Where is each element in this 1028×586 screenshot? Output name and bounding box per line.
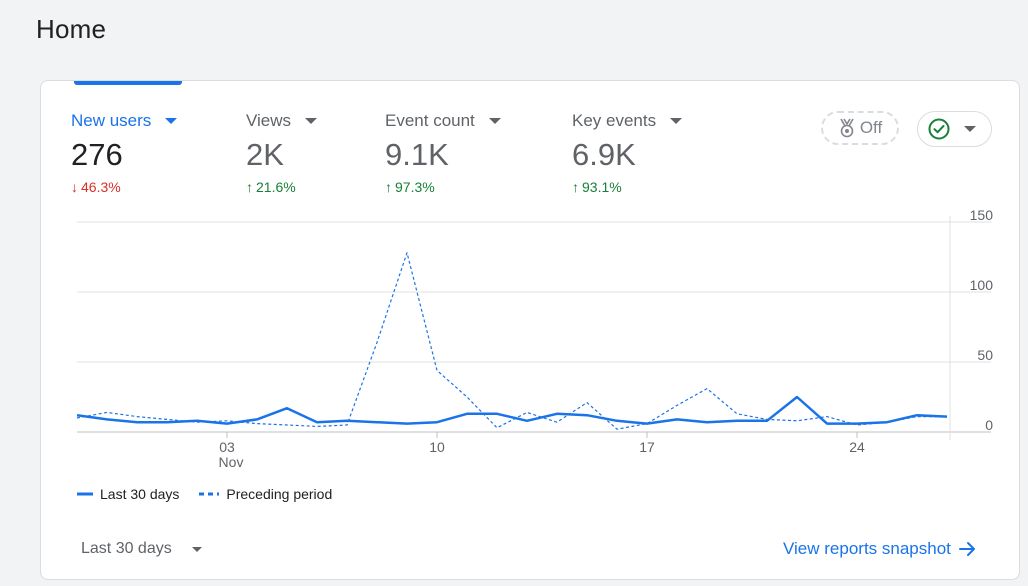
y-tick-label: 150 [970,207,994,223]
metric-change: ↑ 93.1% [572,179,682,195]
metric-event-count[interactable]: Event count 9.1K ↑ 97.3% [385,111,501,195]
overview-card: New users 276 ↓ 46.3% Views 2K ↑ 21.6% E… [40,80,1020,580]
dashed-line-swatch [199,492,220,496]
x-tick-label: 10 [429,439,445,455]
metric-change-value: 21.6% [256,179,296,195]
metric-label: Key events [572,111,657,130]
metric-value: 9.1K [385,137,449,172]
solid-line-swatch [77,492,93,496]
metric-change: ↑ 97.3% [385,179,501,195]
caret-down-icon [964,126,976,132]
arrow-up-icon: ↑ [246,179,253,195]
x-tick-label: 17 [639,439,655,455]
metric-views[interactable]: Views 2K ↑ 21.6% [246,111,318,195]
y-tick-label: 0 [985,417,993,433]
arrow-up-icon: ↑ [572,179,579,195]
link-label: View reports snapshot [783,539,951,558]
arrow-up-icon: ↑ [385,179,392,195]
x-tick-label: 03 [219,439,235,455]
date-range-label: Last 30 days [81,540,172,557]
insights-toggle[interactable]: Off [821,111,899,145]
legend-label: Preceding period [226,486,333,502]
y-tick-label: 50 [977,347,993,363]
page-title: Home [36,14,107,44]
medal-icon [840,118,854,138]
date-range-dropdown[interactable]: Last 30 days [81,540,202,558]
metric-change: ↓ 46.3% [71,179,177,195]
chart-legend: Last 30 days Preceding period [77,486,332,502]
legend-item-last-30-days: Last 30 days [77,486,179,502]
arrow-down-icon: ↓ [71,179,78,195]
metric-change-value: 46.3% [81,179,121,195]
x-tick-label: 24 [849,439,865,455]
legend-label: Last 30 days [100,486,180,502]
arrow-right-icon [958,542,975,556]
series-line-last-30-days [76,395,948,425]
caret-down-icon [305,118,318,124]
x-tick-month-label: Nov [219,454,244,470]
metric-value: 2K [246,137,284,172]
metric-label: Views [246,111,292,130]
metric-label: New users [71,111,152,130]
caret-down-icon [670,118,683,124]
active-tab-indicator [74,81,182,85]
y-tick-label: 100 [970,277,994,293]
legend-item-preceding-period: Preceding period [199,486,332,502]
metric-key-events[interactable]: Key events 6.9K ↑ 93.1% [572,111,683,195]
caret-down-icon [191,546,202,552]
view-reports-snapshot-link[interactable]: View reports snapshot [783,539,977,559]
metric-change-value: 93.1% [582,179,622,195]
insights-label: Off [859,118,883,137]
check-circle-icon [928,118,950,140]
metric-label: Event count [385,111,475,130]
metric-change: ↑ 21.6% [246,179,317,195]
metric-value: 276 [71,137,123,172]
caret-down-icon [488,118,501,124]
data-quality-dropdown[interactable] [917,111,992,147]
metric-change-value: 97.3% [395,179,435,195]
metric-value: 6.9K [572,137,636,172]
series-line-preceding-period [76,252,947,430]
caret-down-icon [165,118,178,124]
metric-new-users[interactable]: New users 276 ↓ 46.3% [71,111,178,195]
